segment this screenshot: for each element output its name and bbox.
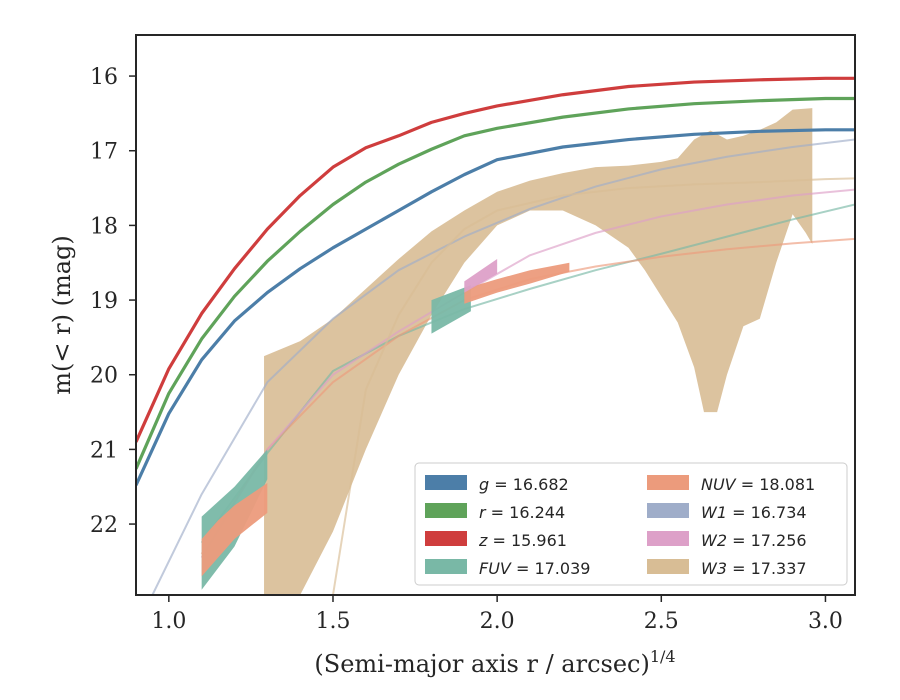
legend-label-g: g = 16.682 <box>479 475 569 494</box>
y-tick-label: 20 <box>90 364 118 389</box>
x-axis-title-superscript: 1/4 <box>650 647 676 666</box>
legend-series-name: NUV <box>701 475 737 494</box>
y-tick-label: 18 <box>90 214 118 239</box>
legend-series-value: = 16.734 <box>727 503 807 522</box>
legend-swatch-w1 <box>647 503 689 518</box>
legend-label-w2: W2 = 17.256 <box>701 531 807 550</box>
y-tick-label: 17 <box>90 140 118 165</box>
legend-series-name: g <box>479 475 489 494</box>
legend-label-w1: W1 = 16.734 <box>701 503 807 522</box>
x-tick-label: 3.0 <box>808 609 843 634</box>
legend-series-name: W3 <box>701 559 727 578</box>
legend-series-value: = 18.081 <box>736 475 816 494</box>
x-axis-title-text: (Semi-major axis r / arcsec) <box>314 650 649 678</box>
legend-series-value: = 16.682 <box>489 475 569 494</box>
legend-swatch-g <box>425 475 467 490</box>
y-tick-label: 19 <box>90 289 118 314</box>
legend-box <box>414 462 848 586</box>
legend-series-name: z <box>478 531 488 550</box>
series-w1-line <box>151 138 855 595</box>
legend-label-nuv: NUV = 18.081 <box>701 475 815 494</box>
y-tick-label: 16 <box>90 65 118 90</box>
x-tick-label: 2.5 <box>644 609 679 634</box>
series-w3-band <box>264 108 813 595</box>
series-w3-line <box>331 177 855 595</box>
legend-series-name: W2 <box>701 531 727 550</box>
legend-label-r: r = 16.244 <box>479 503 565 522</box>
x-tick-label: 2.0 <box>480 609 515 634</box>
x-axis-title: (Semi-major axis r / arcsec)1/4 <box>314 647 675 678</box>
y-tick-label: 21 <box>90 438 118 463</box>
legend-swatch-r <box>425 503 467 518</box>
y-tick-label: 22 <box>90 513 118 538</box>
legend-series-value: = 17.337 <box>727 559 807 578</box>
legend-label-w3: W3 = 17.337 <box>701 559 807 578</box>
series-w2-segment-4 <box>464 259 498 293</box>
series-g-line <box>136 128 855 486</box>
legend-series-value: = 15.961 <box>487 531 567 550</box>
series-z-line <box>136 76 855 443</box>
legend-series-name: FUV <box>479 559 512 578</box>
legend-swatch-w2 <box>647 531 689 546</box>
series-r-line <box>136 96 855 470</box>
series-w2-line <box>200 188 855 559</box>
legend-series-name: r <box>479 503 487 522</box>
legend-label-z: z = 15.961 <box>478 531 567 550</box>
legend-series-value: = 17.039 <box>511 559 591 578</box>
legend-swatch-nuv <box>647 475 689 490</box>
series-nuv-segment-3 <box>464 262 570 304</box>
legend-series-value: = 16.244 <box>486 503 566 522</box>
legend-swatch-fuv <box>425 559 467 574</box>
legend-series-name: W1 <box>701 503 727 522</box>
y-axis-title: m(< r) (mag) <box>48 235 76 394</box>
legend-swatch-w3 <box>647 559 689 574</box>
plot-frame <box>135 34 856 596</box>
legend-swatch-z <box>425 531 467 546</box>
x-tick-label: 1.5 <box>315 609 350 634</box>
legend-series-value: = 17.256 <box>727 531 807 550</box>
series-fuv-segment-1 <box>431 285 471 334</box>
series-nuv-segment-2 <box>201 483 268 577</box>
axis-ticks: 1.0 1.5 2.0 2.5 3.0 16 17 18 19 20 21 22 <box>90 65 843 634</box>
legend-label-fuv: FUV = 17.039 <box>479 559 590 578</box>
x-tick-label: 1.0 <box>151 609 186 634</box>
plot-area <box>136 76 855 595</box>
